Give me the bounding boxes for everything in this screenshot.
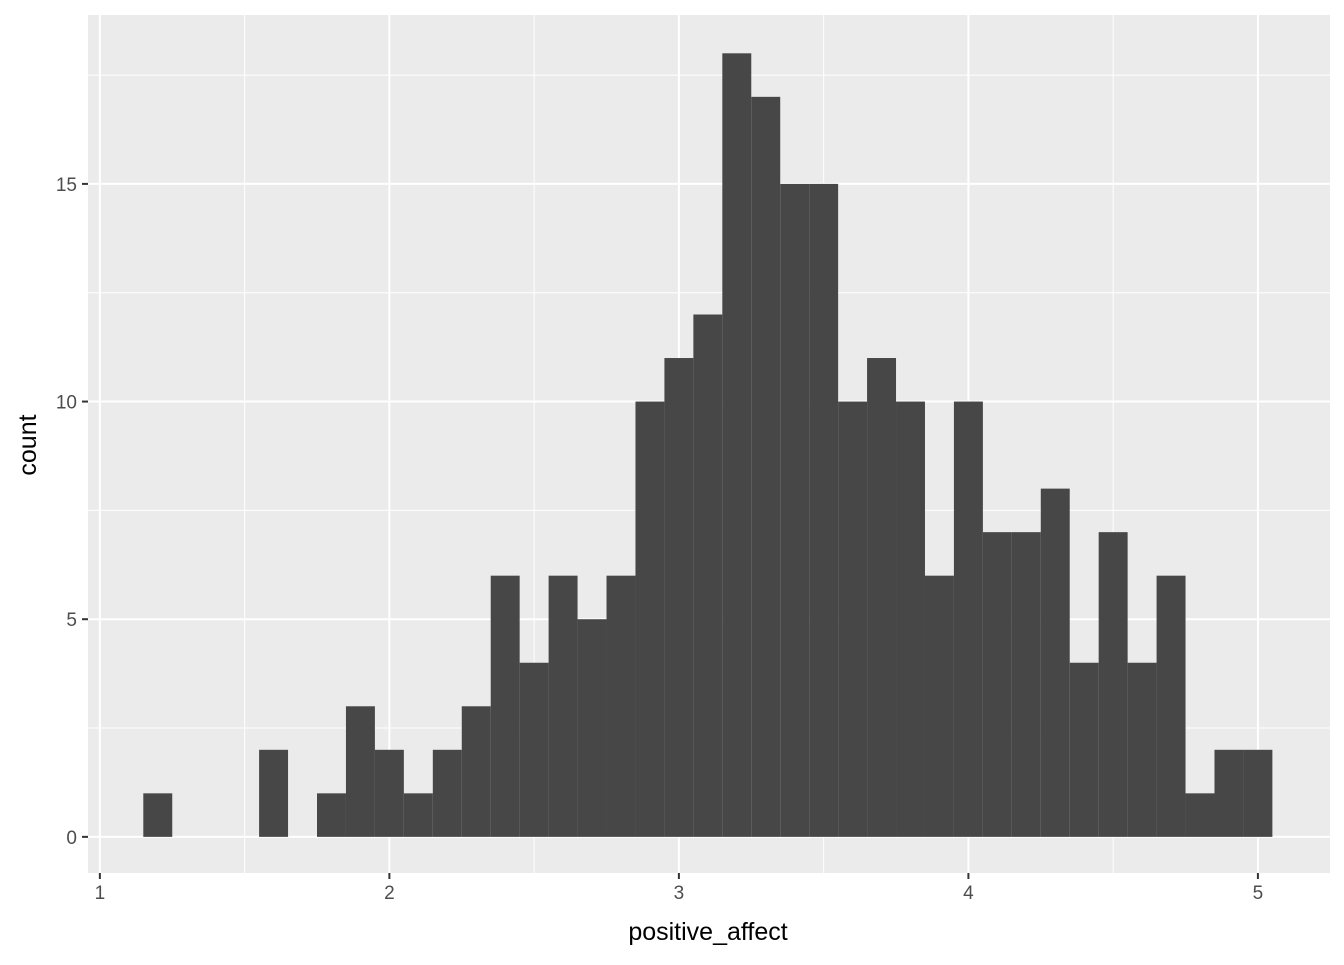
bar <box>896 401 925 837</box>
bar <box>809 183 839 837</box>
bar <box>519 662 549 837</box>
bar <box>751 96 781 837</box>
y-axis-title: count <box>14 414 42 475</box>
bar <box>838 401 868 837</box>
bar <box>924 575 954 837</box>
bar <box>1156 575 1186 837</box>
bar <box>577 619 607 837</box>
bar <box>1011 532 1041 837</box>
bar <box>1098 532 1128 837</box>
x-tick-label: 5 <box>1253 883 1264 904</box>
bar <box>403 793 433 837</box>
bar <box>722 53 752 837</box>
bar <box>548 575 578 837</box>
y-tick-label: 15 <box>56 175 77 196</box>
x-tick-label: 2 <box>384 883 395 904</box>
x-axis-title: positive_affect <box>628 918 787 946</box>
bar <box>693 314 723 837</box>
y-tick-label: 0 <box>66 828 77 849</box>
bar <box>953 401 983 837</box>
bar <box>143 793 173 837</box>
bar <box>374 749 404 837</box>
bar <box>461 706 491 837</box>
bar <box>635 401 665 837</box>
y-tick-label: 5 <box>66 610 77 631</box>
x-tick-label: 1 <box>95 883 106 904</box>
bar <box>1040 488 1070 837</box>
bar <box>1185 793 1215 837</box>
bar <box>259 749 289 837</box>
bar <box>780 183 810 837</box>
bar <box>345 706 375 837</box>
bar <box>606 575 636 837</box>
bar <box>664 358 694 837</box>
bar <box>867 358 897 837</box>
y-tick-label: 10 <box>56 393 77 414</box>
bar <box>317 793 346 837</box>
bar <box>432 749 462 837</box>
x-tick-label: 4 <box>963 883 974 904</box>
bar <box>982 532 1012 837</box>
x-tick-label: 3 <box>674 883 685 904</box>
bar <box>490 575 520 837</box>
bar <box>1127 662 1157 837</box>
bar <box>1243 749 1273 837</box>
bar <box>1069 662 1099 837</box>
bar <box>1214 749 1244 837</box>
